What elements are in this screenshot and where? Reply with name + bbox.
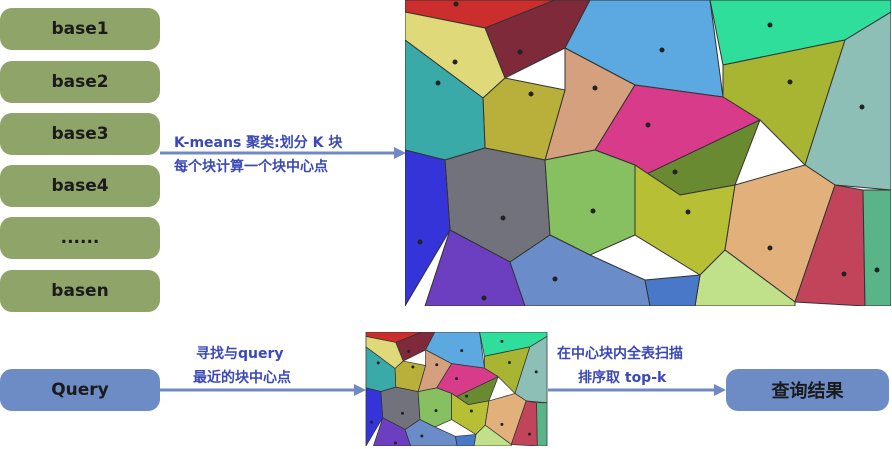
voronoi-diagram-small-cell-9 — [514, 336, 548, 404]
voronoi-diagram-small — [365, 332, 548, 446]
voronoi-diagram-large-centroid-11 — [645, 122, 651, 128]
voronoi-diagram-small-centroid-6 — [411, 365, 415, 369]
kmeans-label-line1: K-means 聚类:划分 K 块 — [174, 135, 343, 151]
voronoi-diagram-large-centroid-16 — [767, 245, 773, 251]
scan-label-line1: 在中心块内全表扫描 — [557, 346, 683, 362]
voronoi-diagram-large-centroid-5 — [435, 80, 441, 86]
voronoi-diagram-large-centroid-19 — [417, 239, 423, 245]
voronoi-diagram-large-cell-2 — [484, 0, 591, 79]
voronoi-diagram-large-cell-23 — [644, 274, 701, 306]
voronoi-diagram-small-centroid-12 — [434, 409, 438, 413]
voronoi-diagram-small-centroid-17 — [393, 441, 397, 445]
voronoi-diagram-large-centroid-15 — [685, 209, 691, 215]
voronoi-diagram-large-centroid-6 — [592, 85, 598, 91]
voronoi-diagram-small-centroid-3 — [500, 339, 504, 343]
voronoi-diagram-small-centroid-2 — [460, 349, 464, 353]
voronoi-diagram-large-centroid-10 — [452, 59, 458, 65]
find-label-line1: 寻找与query — [196, 346, 284, 362]
base-box-2: base2 — [0, 61, 160, 103]
voronoi-diagram-small-centroid-16 — [370, 420, 374, 424]
voronoi-diagram-large-centroid-8 — [787, 79, 793, 85]
voronoi-diagram-large-cell-9 — [804, 11, 891, 191]
voronoi-diagram-small-centroid-8 — [534, 370, 538, 374]
voronoi-diagram-large-centroid-7 — [528, 91, 534, 97]
result-box: 查询结果 — [726, 369, 889, 411]
base-box-3: base3 — [0, 113, 160, 155]
voronoi-diagram-large-centroid-12 — [672, 169, 678, 175]
find-label-line2: 最近的块中心点 — [193, 370, 291, 386]
voronoi-diagram-small-cell-23 — [455, 434, 477, 446]
kmeans-label-line2: 每个块计算一个块中心点 — [174, 159, 328, 175]
voronoi-diagram-large-cell-17 — [794, 184, 866, 306]
voronoi-diagram-small-cell-2 — [395, 332, 436, 362]
scan-label-line2: 排序取 top-k — [578, 370, 667, 386]
voronoi-diagram-small-cell-20 — [373, 417, 412, 446]
voronoi-diagram-large-centroid-17 — [841, 271, 847, 277]
voronoi-diagram-large-centroid-13 — [500, 215, 506, 221]
voronoi-diagram-large — [405, 0, 891, 306]
voronoi-diagram-small-centroid-18 — [420, 434, 424, 438]
voronoi-diagram-small-centroid-15 — [528, 432, 532, 436]
voronoi-diagram-small-centroid-10 — [465, 394, 469, 398]
voronoi-diagram-small-centroid-11 — [400, 411, 404, 415]
voronoi-diagram-small-centroid-1 — [407, 349, 411, 353]
voronoi-diagram-small-centroid-4 — [376, 361, 380, 365]
voronoi-diagram-large-centroid-9 — [859, 104, 865, 110]
voronoi-diagram-large-centroid-2 — [517, 49, 523, 55]
base-box-n: basen — [0, 270, 160, 312]
base-box-ellipsis: ...... — [0, 217, 160, 259]
voronoi-diagram-small-centroid-9 — [455, 377, 458, 381]
voronoi-diagram-small-centroid-14 — [500, 422, 504, 426]
voronoi-diagram-large-cell-20 — [424, 229, 526, 306]
voronoi-diagram-small-centroid-13 — [469, 409, 473, 413]
voronoi-diagram-large-centroid-1 — [453, 1, 459, 7]
voronoi-diagram-small-cell-18 — [536, 402, 548, 446]
base-box-1: base1 — [0, 8, 160, 50]
voronoi-diagram-large-centroid-4 — [767, 22, 773, 28]
voronoi-diagram-large-centroid-14 — [590, 208, 596, 214]
voronoi-diagram-large-centroid-20 — [481, 295, 487, 301]
voronoi-diagram-large-cell-18 — [862, 189, 891, 306]
voronoi-diagram-large-centroid-3 — [659, 47, 665, 53]
query-box: Query — [0, 369, 160, 411]
voronoi-diagram-small-centroid-7 — [507, 361, 511, 365]
voronoi-diagram-small-centroid-5 — [435, 363, 439, 367]
voronoi-diagram-large-centroid-18 — [874, 267, 880, 273]
base-box-4: base4 — [0, 165, 160, 207]
voronoi-diagram-large-centroid-21 — [552, 276, 558, 282]
